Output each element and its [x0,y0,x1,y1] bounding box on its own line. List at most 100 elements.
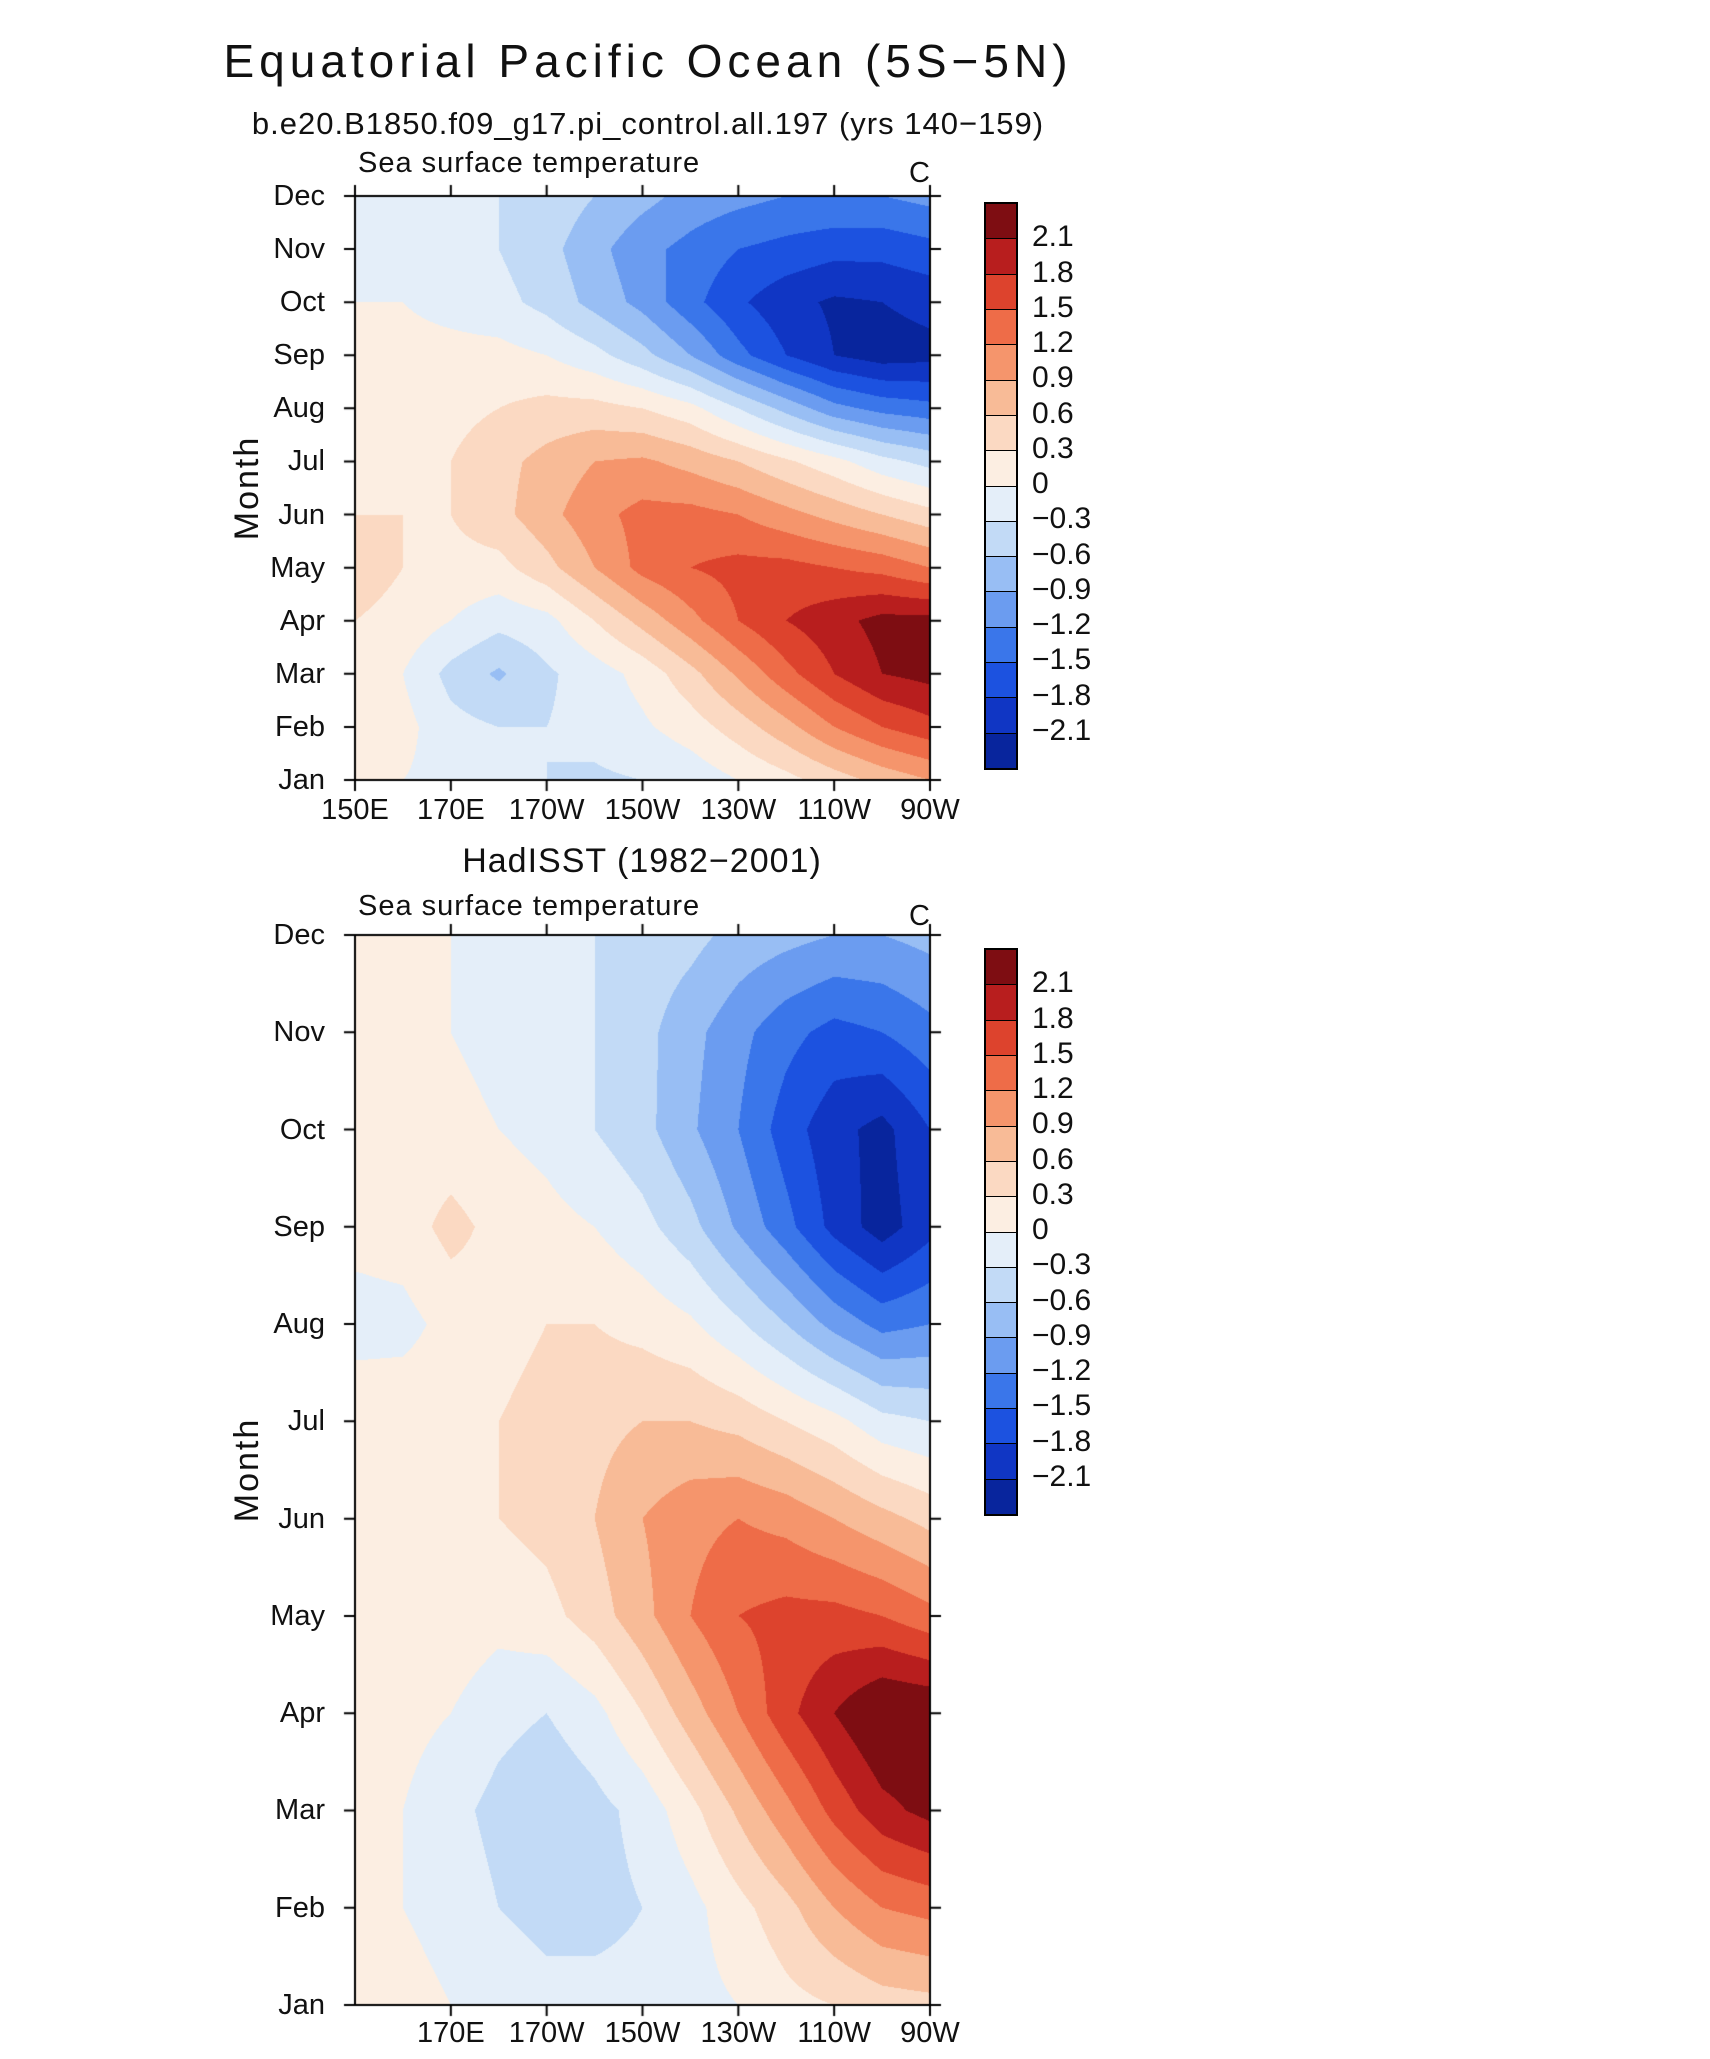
lon-tick-label: 150E [321,794,389,826]
colorbar-cell [986,1444,1016,1480]
colorbar-tick-label: −0.9 [1032,1318,1092,1352]
month-tick-label: Apr [279,1697,325,1730]
colorbar-tick-label: −1.2 [1032,608,1092,641]
month-tick-label: Mar [275,657,325,690]
colorbar-tick-label: −0.6 [1032,537,1092,571]
colorbar-cell [986,1303,1016,1339]
colorbar-tick-label: −1.2 [1032,1354,1092,1387]
month-tick-label: May [270,551,325,584]
colorbar-cell [986,415,1016,452]
month-tick-label: Dec [273,180,325,212]
colorbar-cell [986,698,1016,734]
colorbar-cell [986,274,1016,310]
month-tick-label: Jan [278,1989,325,2021]
colorbar-tick-label: 1.8 [1032,1001,1074,1035]
month-tick-label: Jul [287,1405,325,1438]
colorbar-tick-label: 1.2 [1032,1072,1074,1105]
colorbar-cell [986,627,1016,664]
colorbar-cell [986,733,1016,768]
colorbar-tick-label: 0.3 [1032,431,1074,465]
colorbar-tick-label: 1.5 [1032,1036,1074,1070]
panel1-title: b.e20.B1850.f09_g17.pi_control.all.197 (… [251,106,1045,141]
month-tick-label: Apr [279,604,325,637]
lon-tick-label: 130W [700,2017,777,2049]
colorbar-tick-label: −0.9 [1032,572,1092,606]
colorbar-tick-label: 0.9 [1032,1107,1074,1141]
colorbar-tick-label: 1.2 [1032,326,1074,359]
colorbar [984,202,1018,770]
colorbar-cell [986,1267,1016,1304]
month-tick-label: Nov [273,233,325,266]
colorbar-cell [986,486,1016,522]
colorbar-cell [986,239,1016,275]
colorbar-tick-label: −2.1 [1032,1459,1092,1493]
panel2-y-axis-title: Month [228,1417,266,1523]
colorbar-cell [986,1232,1016,1268]
lon-tick-label: 170E [416,2017,485,2049]
colorbar-tick-label: −1.8 [1032,678,1092,712]
colorbar-tick-label: 0 [1032,467,1049,500]
colorbar-tick-label: 0 [1032,1213,1049,1246]
lon-tick-label: 150W [604,2017,681,2049]
panel2-title: HadISST (1982−2001) [462,842,822,880]
colorbar-cell [986,985,1016,1021]
colorbar-cell [986,309,1016,346]
colorbar-tick-label: −2.1 [1032,713,1092,747]
colorbar-cell [986,1373,1016,1410]
colorbar-tick-label: 0.6 [1032,396,1074,430]
colorbar-cell [986,1479,1016,1514]
month-tick-label: Sep [273,1210,325,1243]
month-tick-label: Mar [275,1794,325,1827]
month-tick-label: Jan [278,764,325,796]
month-tick-label: Feb [275,710,325,743]
colorbar-cell [986,1020,1016,1056]
colorbar-tick-label: 1.8 [1032,255,1074,289]
colorbar-cell [986,1161,1016,1198]
month-tick-label: Jul [287,445,325,478]
month-tick-label: May [270,1599,325,1632]
colorbar-cell [986,1091,1016,1127]
colorbar-cell [986,1197,1016,1233]
panel1-field-label: Sea surface temperature [358,147,701,179]
panel2-field-label: Sea surface temperature [358,890,701,922]
month-tick-label: Nov [273,1016,325,1049]
colorbar-cell [986,380,1016,416]
month-tick-label: Sep [273,339,325,372]
month-tick-label: Feb [275,1891,325,1924]
colorbar-tick-label: 1.5 [1032,290,1074,324]
figure-title: Equatorial Pacific Ocean (5S−5N) [223,35,1073,87]
colorbar-cell [986,1126,1016,1162]
colorbar-cell [986,557,1016,593]
colorbar-cell [986,663,1016,699]
lon-tick-label: 150W [604,794,681,826]
colorbar-tick-label: −0.3 [1032,1248,1092,1282]
month-tick-label: Jun [278,498,325,531]
lon-tick-label: 170W [508,2017,585,2049]
sst-hovmoller-model-plot [339,180,946,796]
colorbar-tick-label: −1.5 [1032,643,1092,677]
month-tick-label: Oct [279,1113,325,1146]
lon-tick-label: 170E [416,794,485,826]
colorbar [984,948,1018,1516]
month-tick-label: Jun [278,1502,325,1535]
month-tick-label: Aug [273,1308,325,1341]
colorbar-cell [986,1055,1016,1092]
colorbar-cell [986,345,1016,381]
colorbar-tick-label: 0.3 [1032,1177,1074,1211]
colorbar-cell [986,1338,1016,1374]
colorbar-tick-label: −0.3 [1032,502,1092,536]
colorbar-cell [986,950,1016,986]
month-tick-label: Aug [273,392,325,425]
lon-tick-label: 110W [797,794,871,826]
colorbar-cell [986,1409,1016,1445]
colorbar-tick-label: −0.6 [1032,1283,1092,1317]
colorbar-cell [986,204,1016,240]
colorbar-tick-label: −1.8 [1032,1424,1092,1458]
colorbar-tick-label: 2.1 [1032,220,1074,254]
colorbar-cell [986,451,1016,487]
colorbar-cell [986,521,1016,558]
lon-tick-label: 90W [900,794,960,826]
sst-hovmoller-hadisst-plot [339,919,946,2021]
colorbar-cell [986,592,1016,628]
